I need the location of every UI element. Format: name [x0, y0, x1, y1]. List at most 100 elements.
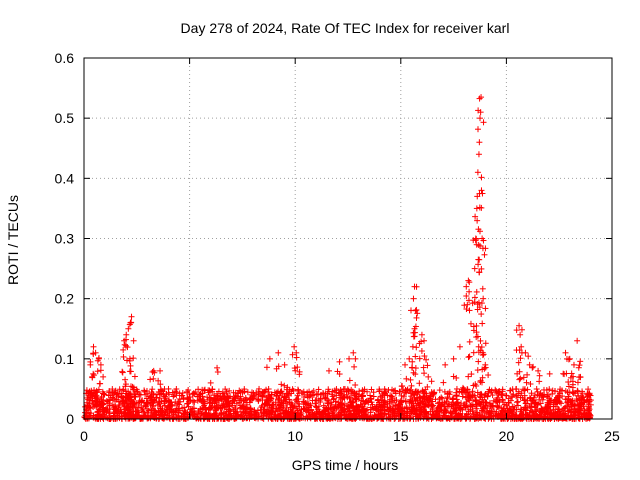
y-tick-label: 0: [66, 411, 74, 427]
data-point: [254, 396, 261, 403]
data-point: [273, 405, 280, 412]
data-point: [497, 411, 504, 418]
data-point: [466, 288, 473, 295]
data-point: [554, 412, 561, 419]
data-point: [144, 414, 151, 421]
data-point: [468, 413, 475, 420]
data-point: [97, 380, 104, 387]
data-point: [400, 393, 407, 400]
data-point: [280, 397, 287, 404]
data-point: [473, 322, 480, 329]
data-point: [132, 403, 139, 410]
data-point: [468, 371, 475, 378]
data-point: [378, 404, 385, 411]
data-point: [577, 397, 584, 404]
data-point: [158, 388, 165, 395]
data-point: [165, 385, 172, 392]
data-point: [474, 301, 481, 308]
data-point: [398, 407, 405, 414]
data-point: [130, 408, 137, 415]
data-point: [194, 397, 201, 404]
data-point: [476, 400, 483, 407]
data-point: [221, 393, 228, 400]
data-point: [275, 363, 282, 370]
data-point: [444, 395, 451, 402]
data-point: [487, 413, 494, 420]
data-point: [94, 357, 101, 364]
data-point: [100, 390, 107, 397]
data-point: [472, 396, 479, 403]
data-point: [396, 388, 403, 395]
data-point: [438, 403, 445, 410]
data-point: [392, 387, 399, 394]
data-point: [135, 391, 142, 398]
data-point: [294, 364, 301, 371]
y-tick-label: 0.5: [55, 110, 75, 126]
data-point: [424, 362, 431, 369]
data-point: [140, 409, 147, 416]
data-point: [439, 395, 446, 402]
x-tick-label: 5: [186, 428, 194, 444]
data-point: [408, 393, 415, 400]
data-point: [407, 398, 414, 405]
data-point: [144, 390, 151, 397]
data-point: [466, 279, 473, 286]
data-point: [283, 386, 290, 393]
data-point: [410, 295, 417, 302]
y-tick-label: 0.3: [55, 231, 75, 247]
data-point: [473, 382, 480, 389]
data-point: [353, 396, 360, 403]
data-point: [229, 400, 236, 407]
data-point: [530, 409, 537, 416]
data-point: [516, 322, 523, 329]
data-point: [265, 386, 272, 393]
data-point: [529, 408, 536, 415]
data-point: [388, 393, 395, 400]
chart-title: Day 278 of 2024, Rate Of TEC Index for r…: [181, 20, 510, 36]
data-point: [411, 325, 418, 332]
data-point: [455, 414, 462, 421]
data-point: [547, 414, 554, 421]
data-point: [184, 394, 191, 401]
data-point: [536, 372, 543, 379]
data-point: [480, 399, 487, 406]
data-point: [482, 340, 489, 347]
data-point: [381, 386, 388, 393]
data-point: [524, 371, 531, 378]
data-point: [197, 391, 204, 398]
data-point: [415, 389, 422, 396]
data-point: [381, 407, 388, 414]
data-point: [399, 382, 406, 389]
data-point: [97, 361, 104, 368]
data-point: [148, 407, 155, 414]
data-point: [513, 327, 520, 334]
x-tick-label: 20: [499, 428, 515, 444]
data-point: [477, 243, 484, 250]
data-point: [263, 394, 270, 401]
data-point: [128, 319, 135, 326]
data-point: [336, 358, 343, 365]
data-point: [421, 403, 428, 410]
data-point: [392, 402, 399, 409]
data-point: [233, 392, 240, 399]
data-point: [529, 364, 536, 371]
data-point: [359, 387, 366, 394]
data-point: [285, 391, 292, 398]
data-point: [470, 237, 477, 244]
data-point: [106, 388, 113, 395]
data-point: [94, 409, 101, 416]
data-point: [407, 376, 414, 383]
data-point: [273, 389, 280, 396]
data-point: [244, 415, 251, 422]
data-point: [482, 305, 489, 312]
data-point: [424, 383, 431, 390]
data-point: [538, 405, 545, 412]
data-point: [214, 393, 221, 400]
data-point: [479, 405, 486, 412]
data-point: [475, 151, 482, 158]
data-point: [416, 340, 423, 347]
data-point: [276, 392, 283, 399]
data-point: [440, 379, 447, 386]
data-point: [392, 390, 399, 397]
